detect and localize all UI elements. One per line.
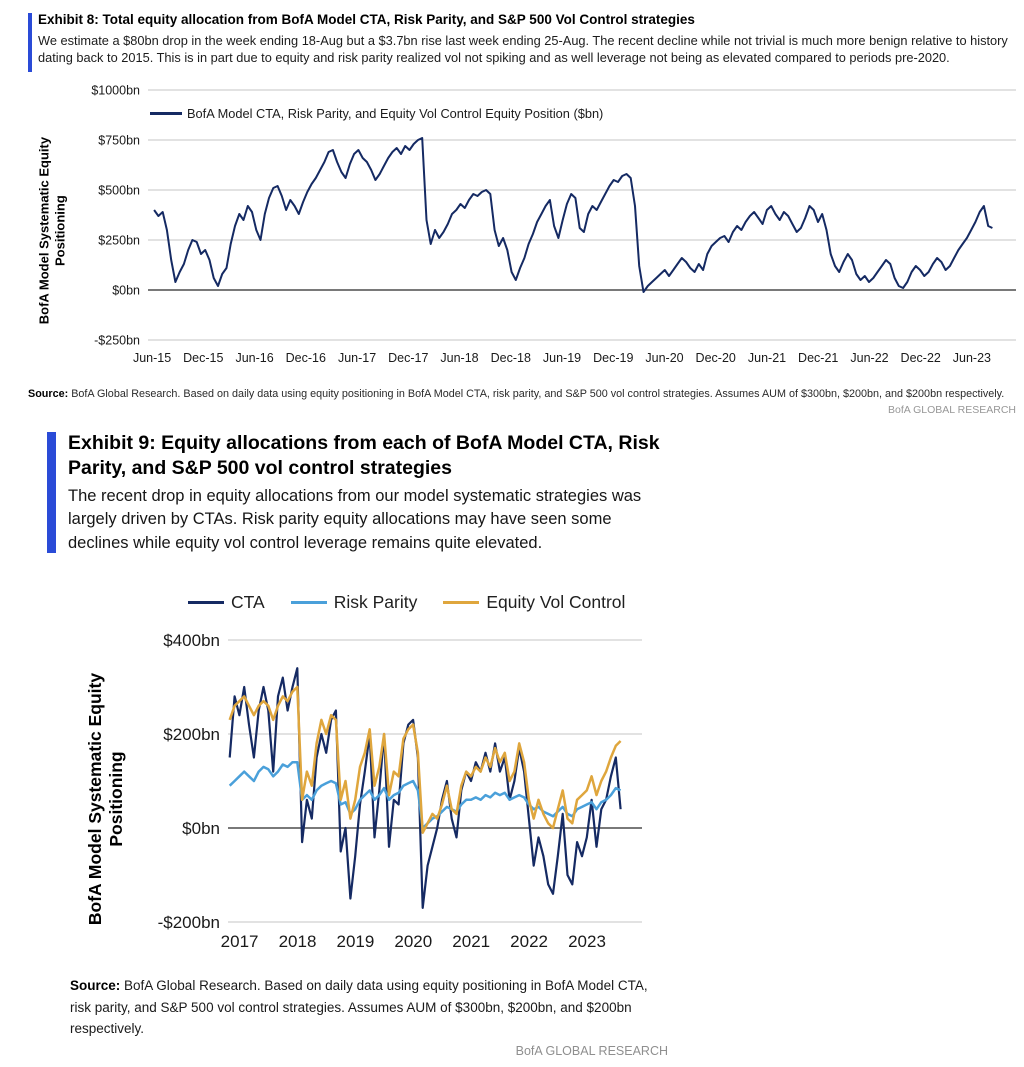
exhibit8-accent-bar [28, 13, 32, 72]
svg-text:Jun-23: Jun-23 [953, 351, 991, 365]
equity-vol-control-legend-label: Equity Vol Control [486, 592, 626, 612]
svg-text:$0bn: $0bn [112, 283, 140, 297]
exhibit9-brand: BofA GLOBAL RESEARCH [515, 1044, 668, 1058]
svg-text:Jun-15: Jun-15 [133, 351, 171, 365]
exhibit8-brand: BofA GLOBAL RESEARCH [888, 404, 1016, 416]
svg-text:Jun-21: Jun-21 [748, 351, 786, 365]
svg-text:2022: 2022 [510, 932, 548, 951]
exhibit8-source-label: Source: [28, 388, 69, 400]
exhibit8-subtitle: We estimate a $80bn drop in the week end… [38, 33, 1008, 66]
exhibit8-source: Source: BofA Global Research. Based on d… [28, 388, 1018, 400]
svg-text:Dec-22: Dec-22 [901, 351, 941, 365]
svg-text:Dec-19: Dec-19 [593, 351, 633, 365]
svg-text:Dec-17: Dec-17 [388, 351, 428, 365]
exhibit8-chart: $1000bn $750bn $500bn $250bn $0bn -$250bn Jun-… [91, 83, 1016, 365]
svg-text:-$200bn: -$200bn [158, 913, 220, 932]
svg-text:Jun-22: Jun-22 [850, 351, 888, 365]
exhibit9-legend: CTA Risk Parity Equity Vol Control [188, 592, 625, 613]
svg-text:$400bn: $400bn [163, 631, 220, 650]
svg-text:2023: 2023 [568, 932, 606, 951]
exhibit9-subtitle: The recent drop in equity allocations fr… [68, 487, 642, 552]
svg-text:2017: 2017 [221, 932, 259, 951]
exhibit9-source-label: Source: [70, 978, 121, 993]
svg-text:$0bn: $0bn [182, 819, 220, 838]
svg-text:$1000bn: $1000bn [91, 83, 140, 97]
exhibit8-legend-line-swatch [150, 112, 182, 115]
exhibit8-legend-label: BofA Model CTA, Risk Parity, and Equity … [187, 106, 604, 121]
exhibit9-accent-bar [47, 432, 56, 553]
svg-text:Dec-15: Dec-15 [183, 351, 223, 365]
svg-text:$750bn: $750bn [98, 133, 140, 147]
exhibit8-legend: BofA Model CTA, Risk Parity, and Equity … [150, 106, 603, 121]
risk-parity-line-swatch [290, 600, 327, 605]
exhibit9-source: Source: BofA Global Research. Based on d… [70, 975, 670, 1040]
svg-text:Jun-16: Jun-16 [235, 351, 273, 365]
svg-text:2021: 2021 [452, 932, 490, 951]
cta-line-swatch [188, 600, 224, 605]
svg-text:Jun-18: Jun-18 [440, 351, 478, 365]
svg-text:2019: 2019 [336, 932, 374, 951]
exhibit8-source-text: BofA Global Research. Based on daily dat… [68, 388, 1005, 400]
svg-text:Jun-20: Jun-20 [645, 351, 683, 365]
exhibit9-legend-item-risk-parity: Risk Parity [290, 592, 418, 613]
cta-legend-label: CTA [231, 592, 265, 612]
svg-text:Dec-18: Dec-18 [491, 351, 531, 365]
svg-text:Dec-20: Dec-20 [696, 351, 736, 365]
svg-text:Jun-19: Jun-19 [543, 351, 581, 365]
exhibit9-legend-item-equity-vol-control: Equity Vol Control [443, 592, 625, 613]
equity-vol-control-line-swatch [443, 600, 480, 605]
exhibit9-legend-item-cta: CTA [188, 592, 265, 613]
svg-text:$250bn: $250bn [98, 233, 140, 247]
svg-text:2018: 2018 [279, 932, 317, 951]
svg-text:Jun-17: Jun-17 [338, 351, 376, 365]
svg-text:Dec-21: Dec-21 [798, 351, 838, 365]
svg-text:$500bn: $500bn [98, 183, 140, 197]
svg-text:$200bn: $200bn [163, 725, 220, 744]
exhibit8-title: Exhibit 8: Total equity allocation from … [38, 12, 695, 27]
svg-text:2020: 2020 [394, 932, 432, 951]
exhibit9-title: Exhibit 9: Equity allocations from each … [68, 432, 660, 479]
exhibit9-source-text: BofA Global Research. Based on daily dat… [70, 978, 648, 1037]
svg-text:-$250bn: -$250bn [94, 333, 140, 347]
svg-text:Dec-16: Dec-16 [286, 351, 326, 365]
risk-parity-legend-label: Risk Parity [333, 592, 418, 612]
